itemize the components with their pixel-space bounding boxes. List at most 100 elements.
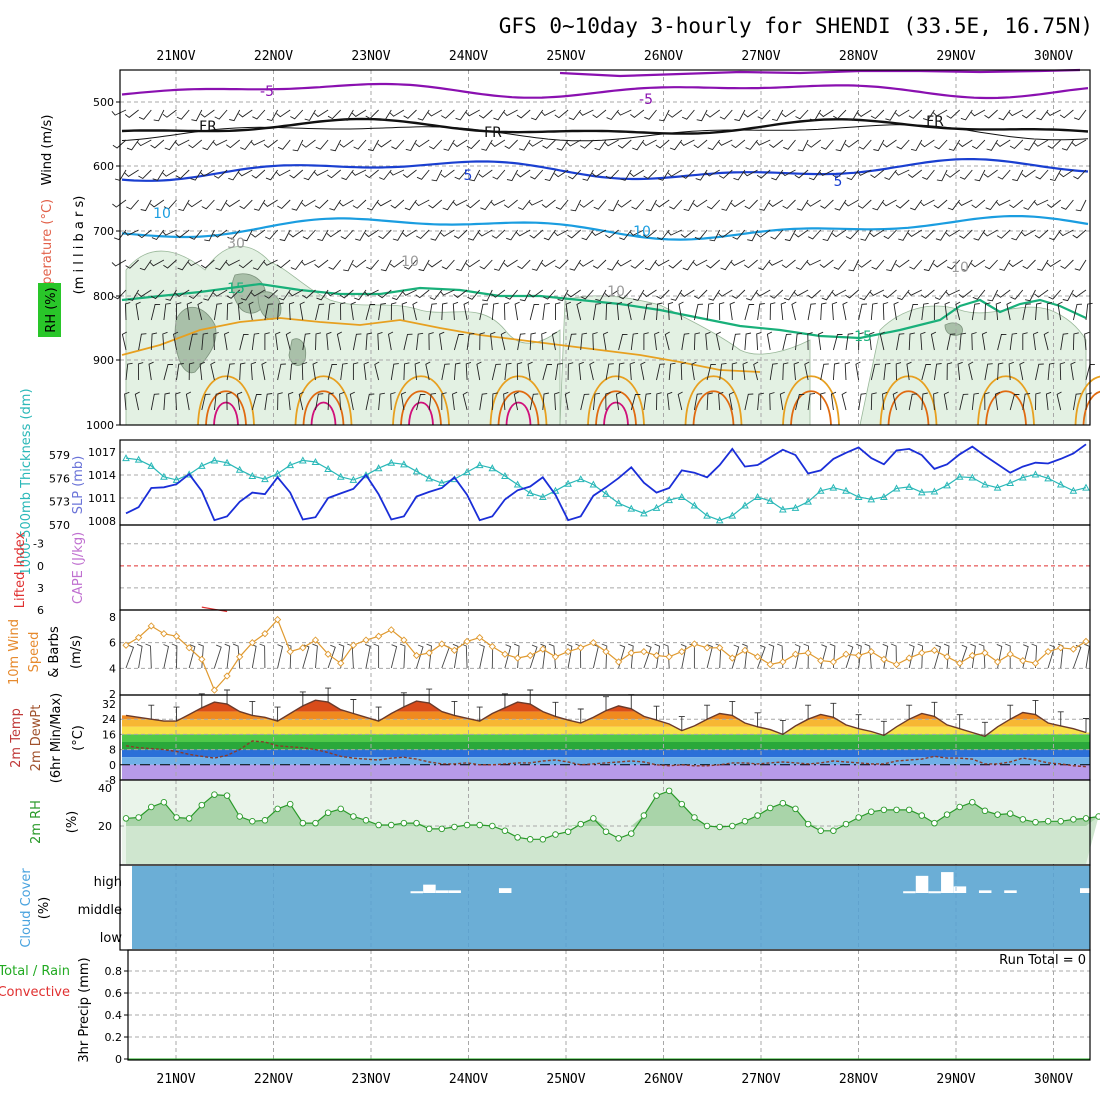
isotherm-25-arch [1074,375,1100,426]
upper-wind-barb [441,259,455,270]
upper-wind-barb [1019,361,1025,381]
isotherm-30-arch [205,390,247,426]
upper-wind-barb [971,392,979,411]
upper-wind-barb [832,229,847,238]
upper-wind-barb [1035,363,1044,381]
wind-speed-point [1006,650,1014,658]
isotherm-35-arch [310,401,337,426]
upper-wind-barb [288,391,294,411]
upper-wind-barb [1047,362,1055,381]
upper-wind-barb [453,334,464,351]
upper-wind-barb [477,229,493,237]
upper-wind-barb [404,259,417,270]
upper-wind-barb [847,109,859,121]
thickness-point [172,475,181,483]
upper-wind-barb [327,109,342,120]
upper-wind-barb [1025,289,1036,302]
upper-wind-barb [946,362,953,381]
date-label-bottom: 25NOV [546,1072,585,1087]
wind-speed-point [1019,656,1027,665]
wind-speed-point [438,640,446,648]
isotherm-freezing [121,117,1089,135]
upper-wind-barb [275,169,291,177]
contour-label: FR [926,114,944,130]
upper-wind-barb [150,393,160,411]
rh-point [665,787,673,795]
upper-wind-barb [463,301,469,321]
wind-speed-point [223,672,231,680]
rh-tick: 20 [98,820,112,833]
li-tick: 3 [37,582,44,595]
upper-wind-barb [516,362,523,381]
upper-wind-barb [945,229,960,237]
upper-wind-barb [163,392,170,411]
upper-wind-barb [1046,259,1061,267]
upper-wind-barb [416,229,430,240]
upper-wind-barb [465,259,480,268]
date-label-top: 24NOV [449,49,488,64]
upper-wind-barb [1049,169,1062,182]
upper-wind-barb [378,229,392,240]
rh-point [539,836,547,843]
wind-barb [706,644,713,669]
upper-wind-barb [642,289,657,298]
upper-wind-barb [615,391,622,411]
isotherm-minus5 [121,82,1089,100]
wind-speed-point [640,648,648,656]
upper-wind-barb [367,199,379,211]
upper-wind-barb [554,109,569,119]
temp-minmax-whisker [653,705,660,721]
contour-label: 15 [854,329,872,345]
contour-label: 10 [951,260,969,276]
rh-label-swatch [38,283,61,337]
upper-wind-barb [238,259,253,269]
upper-wind-barb [425,361,431,381]
upper-wind-barb [392,229,405,241]
upper-wind-barb [957,199,973,206]
temp-minmax-whisker [729,700,736,716]
upper-wind-barb [906,361,912,381]
upper-wind-barb [377,139,392,148]
label-slp: SLP (mb) [71,456,86,515]
upper-wind-barb [1071,139,1087,147]
upper-wind-barb [428,392,437,411]
rh-point [943,811,951,818]
upper-wind-barb [491,302,499,321]
thickness-point [703,511,711,519]
upper-wind-barb [326,331,332,351]
temp-minmax-whisker [274,706,281,722]
upper-wind-barb [137,289,152,298]
thickness-point [311,457,320,465]
upper-wind-barb [327,392,334,411]
temp-minmax-whisker [628,694,635,709]
wind-barb [943,643,950,669]
upper-wind-barb [150,332,158,351]
wind-barb [232,643,241,669]
wind-barb [890,643,897,669]
wind-tick: 2 [109,688,116,701]
upper-wind-barb [389,169,405,176]
upper-wind-barb [682,259,695,271]
high-cloud-bar [903,891,916,894]
wind-barb [504,644,512,669]
upper-wind-barb [237,301,244,321]
thickness-point [1069,486,1078,494]
upper-wind-barb [490,139,506,147]
upper-wind-barb [820,302,827,321]
upper-wind-barb [186,301,192,321]
wind-speed-point [387,626,395,634]
date-axis-bottom: 21NOV 22NOV 23NOV 24NOV 25NOV 26NOV 27NOV 28NOV… [156,1072,1073,1087]
upper-wind-barb [895,362,902,381]
cloud-fill [132,866,1090,949]
wind-barb [689,643,695,668]
upper-wind-barb [627,301,633,321]
isotherm-30-arch [887,390,930,426]
upper-wind-barb [555,363,563,381]
wind-speed-point [273,615,282,624]
wind-speed-point [374,632,383,640]
isotherm-20 [121,317,761,373]
label-cloud-cover: Cloud Cover [19,868,34,948]
upper-wind-barb [316,289,329,301]
upper-wind-barb [174,289,190,297]
upper-wind-barb [580,393,590,411]
